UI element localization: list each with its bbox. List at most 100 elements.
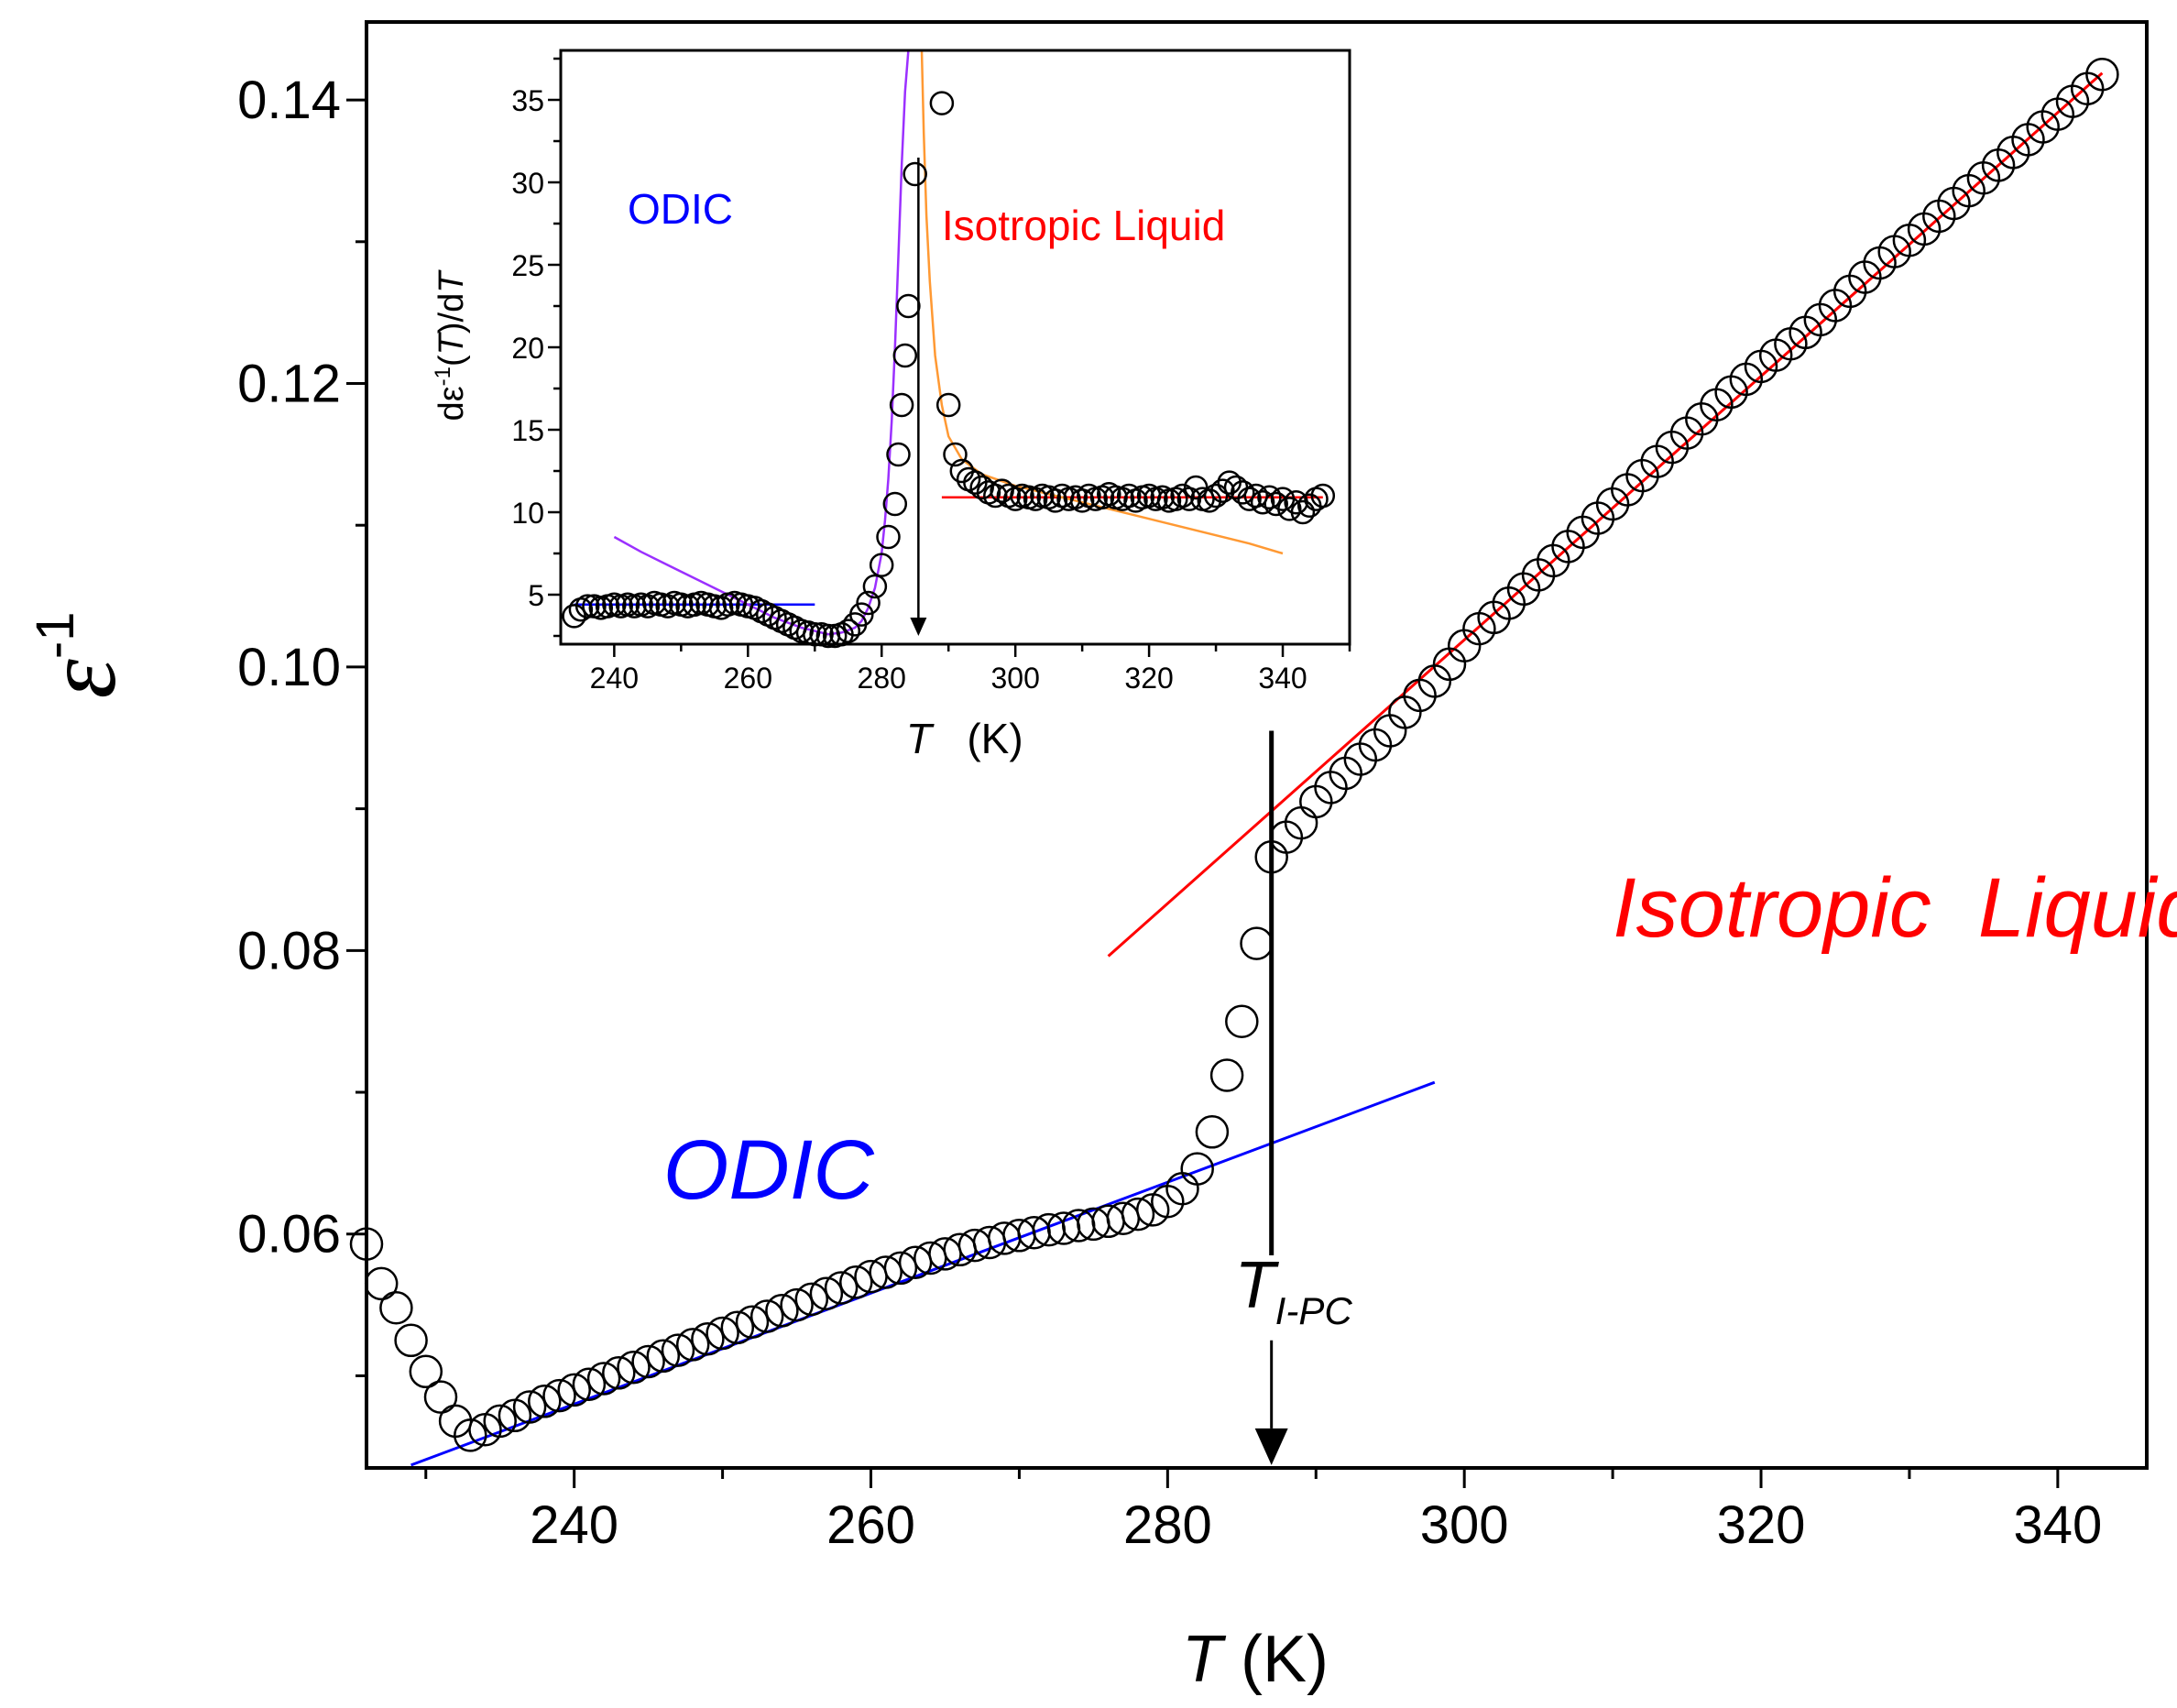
inset-data-point xyxy=(1250,489,1275,515)
main-data-point xyxy=(2085,57,2119,92)
main-data-point xyxy=(675,1328,710,1362)
main-data-point xyxy=(720,1310,755,1345)
transition-arrow-head xyxy=(1254,1428,1288,1465)
main-x-tick-label: 240 xyxy=(530,1495,618,1555)
inset-y-tick-label: 20 xyxy=(511,332,544,365)
main-data-point xyxy=(528,1385,562,1418)
inset-data-point xyxy=(856,590,881,616)
main-data-point xyxy=(572,1367,607,1401)
main-data-point xyxy=(706,1316,739,1351)
inset-data-point xyxy=(1277,497,1302,521)
main-data-point xyxy=(824,1271,859,1305)
main-plot-frame xyxy=(365,20,2149,1470)
main-data-point xyxy=(1240,926,1274,960)
main-data-point xyxy=(780,1287,814,1322)
main-data-point xyxy=(839,1265,873,1299)
inset-data-point xyxy=(892,343,918,368)
inset-data-point xyxy=(1231,480,1255,505)
inset-odic-label: ODIC xyxy=(628,185,733,233)
main-y-tick-label: 0.08 xyxy=(237,921,341,980)
inset-data-point xyxy=(929,91,955,115)
inset-data-point xyxy=(836,619,861,643)
inset-data-point xyxy=(1043,488,1068,513)
main-data-point xyxy=(661,1333,695,1367)
inset-background xyxy=(561,50,1350,644)
inset-data-point xyxy=(862,574,888,599)
inset-x-tick-label: 260 xyxy=(724,662,772,695)
inset-data-point xyxy=(983,483,1008,509)
inset-data-point xyxy=(1264,491,1288,517)
main-data-point xyxy=(512,1390,547,1424)
main-data-point xyxy=(691,1321,725,1356)
main-isotropic-liquid-label: Isotropic Liquid xyxy=(1613,861,2177,955)
main-data-point xyxy=(1121,1197,1155,1232)
inset-fit-odic-critical-fit xyxy=(613,49,910,636)
inset-y-tick-label: 10 xyxy=(511,497,544,530)
main-x-tick-label: 260 xyxy=(826,1495,915,1555)
inset-data-point xyxy=(903,161,927,187)
inset-y-tick-label: 35 xyxy=(511,84,544,117)
inset-y-tick-label: 30 xyxy=(511,167,544,200)
main-odic-label: ODIC xyxy=(663,1123,875,1217)
main-data-point xyxy=(646,1339,681,1374)
main-data-point xyxy=(617,1350,651,1385)
inset-x-axis-label-unit: (K) xyxy=(932,715,1023,762)
inset-data-point xyxy=(889,392,914,418)
inset-y-axis-label-prefix: dε xyxy=(432,386,471,421)
inset-y-tick-label: 5 xyxy=(528,579,544,612)
transition-temperature-label: TI-PC xyxy=(1235,1249,1353,1332)
inset-data-point xyxy=(969,475,994,500)
inset-data-point xyxy=(1116,483,1142,509)
inset-y-axis-label-var2: T xyxy=(432,269,471,293)
inset-marks xyxy=(562,49,1336,649)
main-data-point xyxy=(483,1404,517,1439)
inset-data-point xyxy=(876,524,901,550)
inset-transition-arrow-head xyxy=(910,618,927,636)
inset-data-point xyxy=(896,293,921,319)
main-x-tick-label: 300 xyxy=(1420,1495,1509,1555)
inset-data-point xyxy=(886,442,911,467)
inset-data-point xyxy=(1257,485,1282,510)
main-data-point xyxy=(1225,1004,1259,1038)
main-data-point xyxy=(869,1255,903,1289)
main-data-point xyxy=(423,1380,458,1414)
transition-temperature-subscript: I-PC xyxy=(1275,1289,1353,1332)
inset-data-point xyxy=(882,491,908,517)
main-data-point xyxy=(409,1354,443,1389)
main-x-tick-label: 280 xyxy=(1123,1495,1212,1555)
main-data-point xyxy=(1195,1115,1230,1149)
inset-y-axis-label-sup: -1 xyxy=(431,367,455,386)
main-x-axis-label-unit: (K) xyxy=(1222,1623,1329,1696)
inset-data-point xyxy=(1203,483,1229,509)
inset-y-tick-label: 25 xyxy=(511,249,544,282)
main-x-tick-label: 340 xyxy=(2013,1495,2102,1555)
main-data-point xyxy=(454,1418,487,1452)
main-fit-odic-fit xyxy=(410,1080,1436,1467)
inset-x-axis-label-var: T xyxy=(906,715,935,762)
main-y-axis-label: ε-1 xyxy=(25,612,137,699)
inset-axis-ticks: 240 260 280 300 320 340 5 10 15 20 25 30 35 xyxy=(511,57,1351,695)
inset-data-point xyxy=(1069,488,1095,513)
main-x-axis-label-var: T xyxy=(1182,1623,1227,1696)
main-y-tick-label: 0.14 xyxy=(237,71,341,130)
main-data-point xyxy=(735,1305,770,1339)
main-data-point xyxy=(1209,1058,1244,1092)
main-marks xyxy=(349,57,2119,1467)
main-y-tick-label: 0.06 xyxy=(237,1205,341,1265)
main-data-point xyxy=(809,1276,844,1310)
main-y-tick-label: 0.10 xyxy=(237,638,341,697)
inset-x-tick-label: 240 xyxy=(590,662,639,695)
main-data-point xyxy=(379,1290,413,1325)
inset-data-point xyxy=(935,392,961,418)
main-data-point xyxy=(586,1362,621,1396)
transition-temperature-symbol: T xyxy=(1235,1249,1280,1322)
inset-data-point xyxy=(574,594,600,619)
main-y-axis-label-sup: -1 xyxy=(26,612,85,660)
main-data-point xyxy=(602,1356,636,1390)
inset-isotropic-liquid-label: Isotropic Liquid xyxy=(942,202,1225,249)
inset-x-tick-label: 320 xyxy=(1124,662,1173,695)
main-data-point xyxy=(631,1344,665,1379)
main-data-point xyxy=(394,1323,428,1358)
